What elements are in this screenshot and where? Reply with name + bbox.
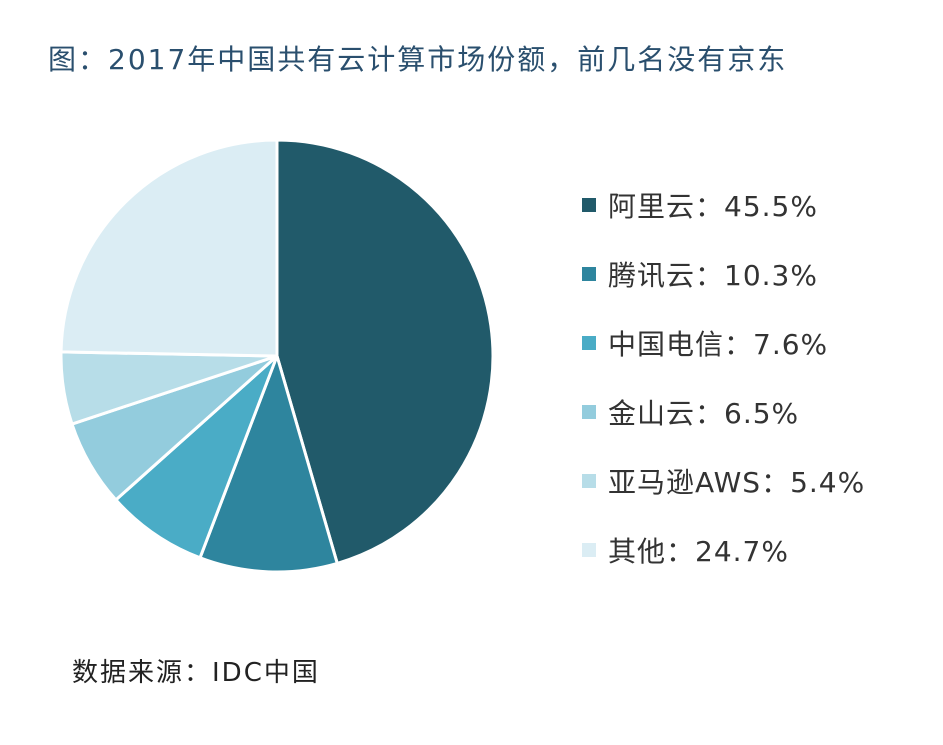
chart-title: 图：2017年中国共有云计算市场份额，前几名没有京东 xyxy=(48,43,788,76)
pie-slice-2 xyxy=(114,354,279,560)
pie-slice-0 xyxy=(275,138,495,565)
legend-swatch xyxy=(582,473,596,488)
legend-item-3: 金山云：6.5% xyxy=(582,377,865,446)
legend-label: 腾讯云：10.3% xyxy=(608,258,818,292)
legend-item-1: 腾讯云：10.3% xyxy=(582,239,865,308)
legend: 阿里云：45.5% 腾讯云：10.3% 中国电信：7.6% 金山云：6.5% 亚马逊AW… xyxy=(582,170,865,584)
legend-swatch xyxy=(582,335,596,350)
legend-label: 其他：24.7% xyxy=(608,534,789,568)
legend-label: 中国电信：7.6% xyxy=(608,327,829,361)
legend-swatch xyxy=(582,197,596,212)
legend-item-4: 亚马逊AWS：5.4% xyxy=(582,446,865,515)
data-source: 数据来源：IDC中国 xyxy=(72,658,320,688)
legend-swatch xyxy=(582,404,596,419)
legend-label: 阿里云：45.5% xyxy=(608,189,818,223)
legend-swatch xyxy=(582,542,596,557)
legend-label: 亚马逊AWS：5.4% xyxy=(608,465,866,499)
legend-item-2: 中国电信：7.6% xyxy=(582,308,865,377)
legend-item-0: 阿里云：45.5% xyxy=(582,170,865,239)
pie-slice-5 xyxy=(59,138,279,358)
pie-slice-1 xyxy=(198,354,339,574)
legend-label: 金山云：6.5% xyxy=(608,396,800,430)
legend-item-5: 其他：24.7% xyxy=(582,515,865,584)
legend-swatch xyxy=(582,266,596,281)
